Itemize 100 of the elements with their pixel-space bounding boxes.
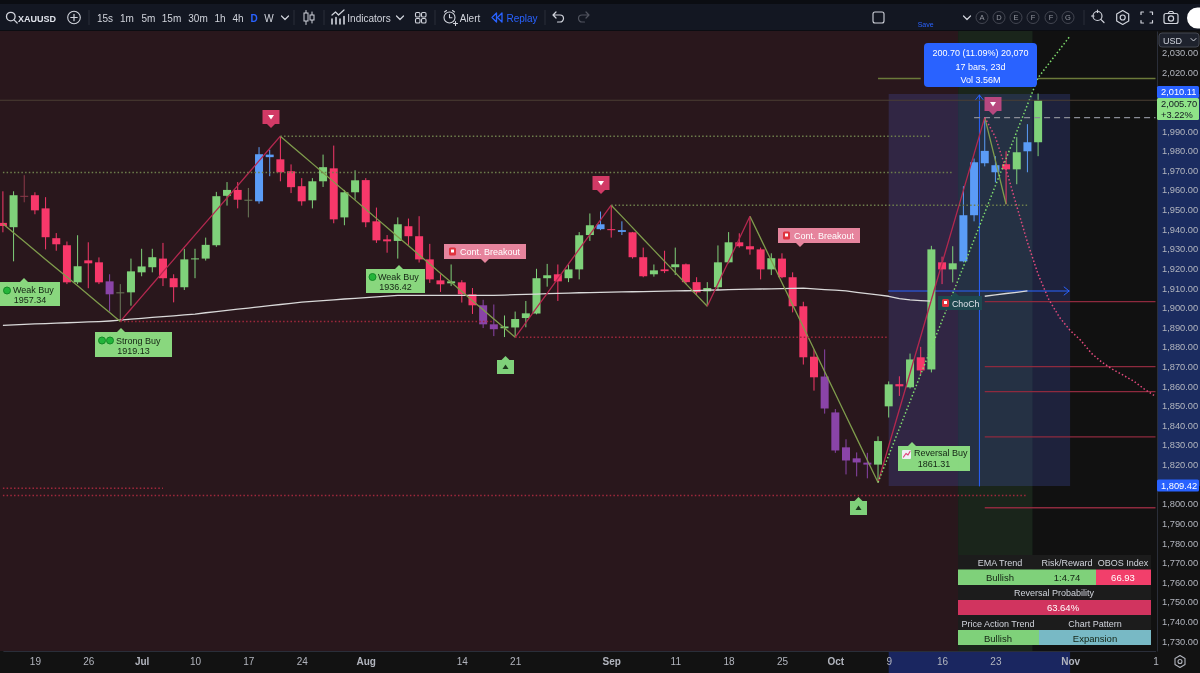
y-tick-label: 1,820.00 (1162, 460, 1199, 471)
annotation: 200.70 (11.09%) 20,070 (932, 48, 1029, 58)
candlestick (84, 241, 93, 289)
candlestick (20, 174, 29, 203)
candlestick (1023, 123, 1032, 173)
annotation: 1861.31 (917, 459, 951, 470)
candlestick (916, 346, 925, 375)
annotation: 66.93 (1111, 571, 1135, 583)
candlestick (148, 248, 157, 273)
annotation: Weak Buy (13, 284, 55, 295)
candlestick (521, 300, 530, 328)
annotation: Reversal Probability (1013, 588, 1095, 598)
candlestick (201, 237, 210, 262)
text: 1h (214, 12, 226, 24)
chart-title: XAUUSD (18, 13, 57, 24)
y-tick-label: 1,790.00 (1162, 518, 1199, 529)
candlestick (948, 245, 957, 283)
candlestick (73, 234, 82, 285)
text: 15s (96, 12, 114, 24)
annotation: Expansion (1072, 632, 1118, 644)
x-tick-label: Oct (827, 656, 845, 668)
candlestick (543, 263, 552, 288)
text: Alert (459, 12, 481, 24)
candlestick (585, 212, 594, 242)
annotation: Price Action Trend (961, 618, 1035, 629)
text: 2,005.70 (1161, 99, 1198, 110)
candlestick (30, 191, 39, 215)
annotation: OBOS Index (1097, 557, 1149, 568)
candlestick (425, 243, 434, 284)
annotation: Cont. Breakout (794, 231, 855, 241)
y-tick-label: 1,830.00 (1162, 440, 1199, 451)
candlestick (105, 273, 114, 313)
annotation: Weak Buy (378, 271, 420, 282)
candlestick (116, 283, 125, 322)
annotation: 1957.34 (13, 295, 47, 306)
x-tick-label: 19 (29, 656, 42, 668)
y-tick-label: 1,780.00 (1162, 538, 1199, 549)
text: D (250, 12, 258, 24)
x-tick-label: 17 (243, 656, 255, 668)
y-tick-label: 1,860.00 (1162, 381, 1199, 392)
candlestick (297, 177, 306, 207)
x-tick-label: Aug (356, 656, 376, 668)
x-tick-label: 16 (936, 656, 949, 668)
x-tick-label: 25 (776, 656, 789, 668)
y-tick-label: 1,990.00 (1162, 126, 1199, 137)
candlestick (223, 181, 232, 207)
line-series (983, 116, 1157, 398)
text: USD (1163, 35, 1183, 46)
x-tick-label: 10 (189, 656, 202, 668)
candlestick (756, 247, 765, 280)
candlestick (649, 263, 658, 278)
candlestick (287, 163, 296, 194)
candlestick (777, 252, 786, 279)
annotation: Risk/Reward (1041, 557, 1093, 568)
candlestick (393, 216, 402, 260)
text: 30m (188, 12, 208, 24)
y-tick-label: 1,980.00 (1162, 146, 1199, 157)
y-tick-label: 1,930.00 (1162, 244, 1199, 255)
text: 4h (232, 12, 244, 24)
x-tick-label: 26 (83, 656, 95, 668)
candlestick (617, 220, 626, 236)
y-tick-label: 1,890.00 (1162, 322, 1199, 333)
candlestick (852, 451, 861, 477)
annotation: 1936.42 (379, 282, 412, 292)
candlestick (233, 181, 242, 209)
y-tick-label: 1,730.00 (1162, 636, 1199, 647)
candlestick (842, 438, 851, 475)
y-tick-label: 1,840.00 (1162, 420, 1199, 431)
annotation: Bullish (984, 632, 1012, 644)
candlestick (607, 204, 616, 239)
y-tick-label: 1,920.00 (1162, 263, 1199, 274)
candlestick (884, 380, 893, 419)
text: 5m (141, 12, 156, 24)
x-tick-label: Jul (134, 656, 150, 668)
y-tick-label: 1,870.00 (1162, 361, 1199, 372)
annotation: 17 bars, 23d (955, 61, 1006, 72)
candlestick (671, 247, 680, 276)
text: W (264, 12, 275, 24)
y-tick-label: 1,760.00 (1162, 577, 1199, 588)
y-tick-label: 1,960.00 (1162, 185, 1199, 196)
candlestick (191, 248, 199, 279)
y-tick-label: 1,750.00 (1162, 597, 1199, 608)
x-tick-label: 23 (990, 656, 1002, 668)
candlestick (276, 135, 285, 182)
candlestick (489, 304, 498, 337)
x-tick-label: 21 (510, 656, 522, 668)
candlestick (660, 250, 669, 274)
candlestick (383, 234, 392, 254)
candlestick (244, 187, 253, 218)
text: 1m (120, 12, 134, 24)
x-tick-label: Sep (602, 656, 621, 668)
annotation: Chart Pattern (1068, 618, 1122, 629)
y-tick-label: 1,850.00 (1162, 401, 1199, 412)
line-series (877, 35, 1071, 484)
text: 1,809.42 (1161, 480, 1198, 491)
y-tick-label: 1,970.00 (1162, 165, 1199, 176)
y-tick-label: 2,020.00 (1162, 67, 1199, 78)
candlestick (415, 215, 424, 264)
x-tick-label: 11 (670, 656, 682, 668)
annotation: Vol 3.56M (960, 75, 1001, 85)
